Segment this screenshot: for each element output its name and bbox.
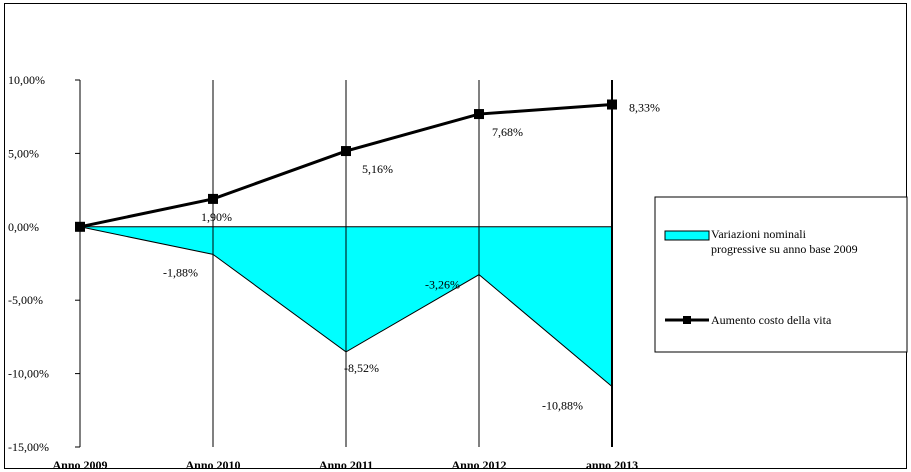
x-tick-label: Anno 2009 — [52, 458, 107, 470]
x-tick-label: Anno 2011 — [319, 458, 373, 470]
chart-frame: 10,00% 5,00% 0,00% -5,00% -10,00% -15,00% Anno… — [4, 3, 908, 470]
legend-entry-line: Aumento costo della vita — [711, 313, 832, 327]
data-label-cost-of-living: 1,90% — [201, 210, 232, 224]
legend-box — [654, 196, 908, 353]
data-label-cost-of-living: 8,33% — [629, 101, 660, 115]
data-label-nominal-variation: -1,88% — [163, 265, 198, 279]
y-tick-label: -15,00% — [8, 440, 49, 454]
line-marker — [208, 193, 218, 204]
data-label-cost-of-living: 7,68% — [492, 125, 523, 139]
y-tick-label: 0,00% — [8, 220, 39, 234]
y-tick-label: -5,00% — [8, 293, 43, 307]
line-marker — [607, 99, 617, 110]
chart-svg: 10,00%5,00%0,00%-5,00%-10,00%-15,00%Anno… — [8, 73, 908, 470]
line-marker — [341, 146, 351, 157]
line-marker — [474, 109, 484, 120]
x-tick-label: Anno 2010 — [185, 458, 240, 470]
y-tick-label: 10,00% — [8, 73, 45, 87]
legend-entry-area-line1: Variazioni nominali — [711, 227, 807, 241]
legend-swatch-area — [664, 230, 710, 241]
data-label-cost-of-living: 5,16% — [362, 162, 393, 176]
line-marker — [75, 221, 85, 232]
x-tick-label: Anno 2012 — [451, 458, 506, 470]
legend-entry-area-line2: progressive su anno base 2009 — [711, 242, 858, 256]
data-label-nominal-variation: -10,88% — [542, 399, 583, 413]
legend-swatch-marker — [683, 316, 691, 324]
y-tick-label: 5,00% — [8, 146, 39, 160]
y-tick-label: -10,00% — [8, 367, 49, 381]
x-tick-label: anno 2013 — [586, 458, 638, 470]
data-label-nominal-variation: -3,26% — [425, 278, 460, 292]
data-label-nominal-variation: -8,52% — [344, 361, 379, 375]
